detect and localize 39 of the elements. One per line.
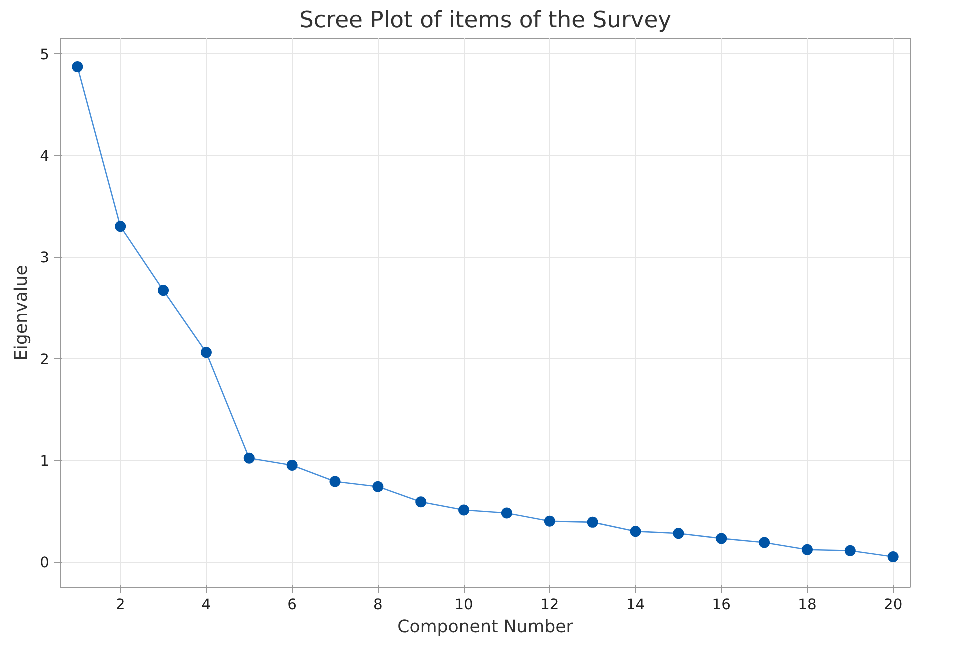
x-tick-label: 6 bbox=[288, 596, 297, 614]
point bbox=[716, 533, 728, 544]
point bbox=[587, 516, 598, 528]
point bbox=[802, 544, 813, 556]
point bbox=[158, 285, 170, 296]
x-tick-label: 8 bbox=[374, 596, 383, 614]
y-tick-label: 4 bbox=[40, 148, 50, 165]
y-tick-label: 5 bbox=[40, 46, 50, 64]
point bbox=[372, 481, 384, 492]
x-axis-title: Component Number bbox=[398, 618, 574, 638]
chart-title: Scree Plot of items of the Survey bbox=[299, 8, 672, 34]
point bbox=[759, 537, 770, 548]
point bbox=[72, 61, 84, 72]
point bbox=[115, 221, 126, 232]
point bbox=[416, 496, 427, 508]
point bbox=[244, 452, 255, 464]
y-tick-label: 1 bbox=[40, 452, 50, 470]
x-tick-label: 4 bbox=[202, 596, 212, 614]
x-tick-label: 10 bbox=[454, 596, 474, 614]
x-tick-label: 2 bbox=[116, 596, 126, 614]
y-tick-label: 2 bbox=[40, 351, 50, 368]
point bbox=[630, 526, 642, 538]
x-tick-label: 12 bbox=[540, 596, 560, 614]
point bbox=[888, 552, 899, 562]
y-axis-title: Eigenvalue bbox=[12, 265, 32, 361]
x-tick-label: 18 bbox=[798, 596, 817, 614]
point bbox=[844, 545, 856, 556]
x-tick-label: 14 bbox=[626, 596, 646, 614]
point bbox=[544, 516, 556, 527]
y-tick-label: 0 bbox=[40, 554, 50, 572]
x-tick-label: 16 bbox=[712, 596, 731, 614]
point bbox=[286, 460, 298, 471]
point bbox=[200, 347, 212, 358]
point bbox=[673, 528, 684, 540]
point bbox=[330, 476, 341, 488]
y-tick-label: 3 bbox=[40, 250, 50, 267]
point bbox=[501, 508, 512, 519]
point bbox=[458, 504, 470, 516]
x-tick-label: 20 bbox=[884, 596, 903, 614]
